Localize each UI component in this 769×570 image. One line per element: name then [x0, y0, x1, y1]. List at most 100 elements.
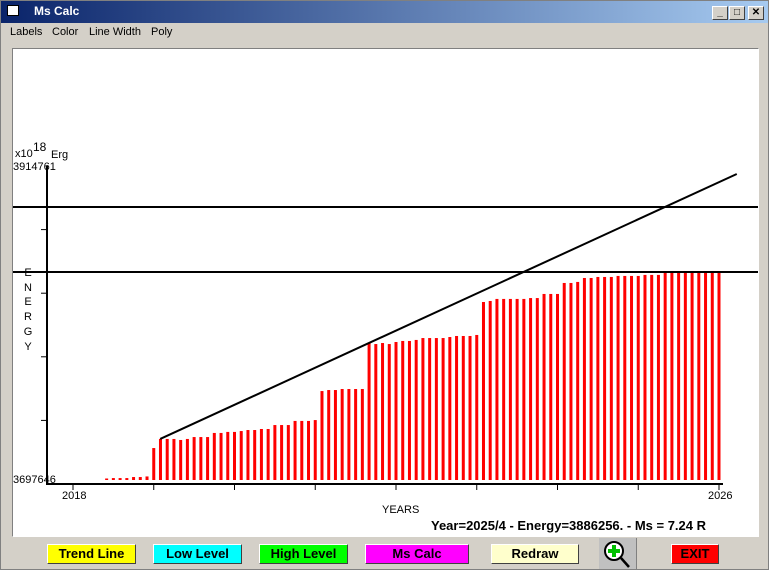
status-readout: Year=2025/4 - Energy=3886256. - Ms = 7.2…	[431, 518, 706, 533]
energy-bar	[132, 477, 136, 480]
energy-bar	[670, 271, 674, 480]
energy-bar	[414, 339, 418, 480]
energy-bar	[461, 335, 465, 480]
energy-bar	[428, 338, 432, 480]
menu-labels[interactable]: Labels	[10, 26, 43, 38]
energy-bar	[434, 338, 438, 480]
energy-bar	[374, 344, 378, 480]
unit-prefix: x10	[15, 148, 33, 160]
minimize-button[interactable]: _	[712, 6, 728, 20]
energy-bar	[589, 277, 593, 480]
energy-bar	[515, 298, 519, 480]
energy-bar	[556, 293, 559, 480]
energy-bar	[219, 432, 223, 480]
energy-bar	[677, 271, 681, 480]
menu-line-width[interactable]: Line Width	[89, 26, 141, 38]
energy-bar	[273, 425, 277, 480]
energy-bar	[233, 431, 236, 480]
energy-bar	[488, 300, 492, 480]
exit-button[interactable]: EXIT	[671, 544, 719, 564]
energy-bar	[481, 302, 485, 480]
energy-bar	[630, 275, 634, 480]
energy-bar	[455, 335, 459, 480]
energy-bar	[535, 298, 539, 480]
energy-bar	[603, 276, 607, 480]
energy-bar	[529, 298, 533, 480]
x-tick-label-end: 2026	[708, 490, 733, 502]
energy-bar	[522, 298, 526, 480]
energy-bar	[313, 420, 317, 480]
energy-bar	[206, 437, 210, 480]
menu-color[interactable]: Color	[52, 26, 79, 38]
energy-bar	[448, 337, 452, 480]
energy-bar	[300, 420, 304, 480]
energy-bar	[401, 340, 405, 480]
energy-bar	[179, 439, 183, 480]
trend-line	[159, 173, 738, 440]
energy-bar	[710, 271, 714, 480]
energy-bar	[125, 478, 129, 480]
y-max-label: 3914761	[13, 161, 56, 173]
energy-bar	[165, 438, 169, 480]
energy-bar	[616, 275, 620, 480]
energy-bar	[387, 344, 391, 480]
energy-bar	[441, 338, 445, 480]
unit-exponent: 18	[33, 140, 47, 154]
energy-bar	[293, 420, 297, 480]
energy-bar	[367, 343, 371, 480]
close-button[interactable]: ✕	[748, 6, 764, 20]
plot-area[interactable]	[12, 48, 759, 537]
energy-bar	[717, 271, 721, 480]
energy-bar	[105, 478, 109, 480]
zoom-button[interactable]	[599, 538, 637, 569]
trend-line-button[interactable]: Trend Line	[47, 544, 136, 564]
energy-bar	[239, 431, 243, 480]
energy-bar	[354, 389, 358, 480]
x-tick-label-start: 2018	[62, 490, 87, 502]
energy-bar	[562, 282, 566, 480]
energy-bar	[138, 477, 142, 480]
menu-poly[interactable]: Poly	[151, 26, 173, 38]
energy-bar	[111, 478, 115, 480]
energy-bar	[286, 425, 290, 480]
energy-bar	[158, 438, 162, 480]
energy-bar	[212, 432, 216, 480]
x-axis-label: YEARS	[382, 504, 420, 516]
window-title: Ms Calc	[34, 4, 80, 18]
ms-calc-button[interactable]: Ms Calc	[365, 544, 469, 564]
title-bar[interactable]: Ms Calc _ □ ✕	[1, 1, 768, 23]
y-min-label: 3697646	[13, 474, 56, 486]
energy-bar	[623, 275, 627, 480]
energy-bar	[280, 425, 284, 480]
energy-bar	[704, 271, 708, 480]
energy-bar	[246, 430, 250, 480]
app-icon	[7, 5, 19, 16]
energy-bar	[690, 271, 694, 480]
energy-bar	[542, 293, 546, 480]
energy-bar	[609, 276, 613, 480]
y-axis-label: ENERGY	[23, 267, 33, 353]
energy-bar	[502, 298, 506, 480]
energy-bar	[650, 274, 654, 480]
energy-bar	[199, 437, 203, 480]
energy-bar	[508, 298, 512, 480]
energy-bar	[145, 476, 149, 480]
energy-bar	[307, 420, 311, 480]
energy-bar	[468, 335, 472, 480]
energy-bar	[327, 390, 331, 480]
zoom-in-icon	[604, 541, 630, 568]
maximize-button[interactable]: □	[729, 6, 745, 20]
energy-bar	[118, 478, 122, 480]
low-level-button[interactable]: Low Level	[153, 544, 242, 564]
energy-bar	[320, 391, 324, 480]
energy-bar	[636, 275, 640, 480]
high-level-button[interactable]: High Level	[259, 544, 348, 564]
energy-bar	[663, 271, 667, 480]
unit-label: Erg	[51, 149, 69, 161]
energy-bar	[683, 271, 687, 480]
energy-bar	[185, 438, 189, 480]
redraw-button[interactable]: Redraw	[491, 544, 579, 564]
energy-bar	[421, 338, 425, 480]
